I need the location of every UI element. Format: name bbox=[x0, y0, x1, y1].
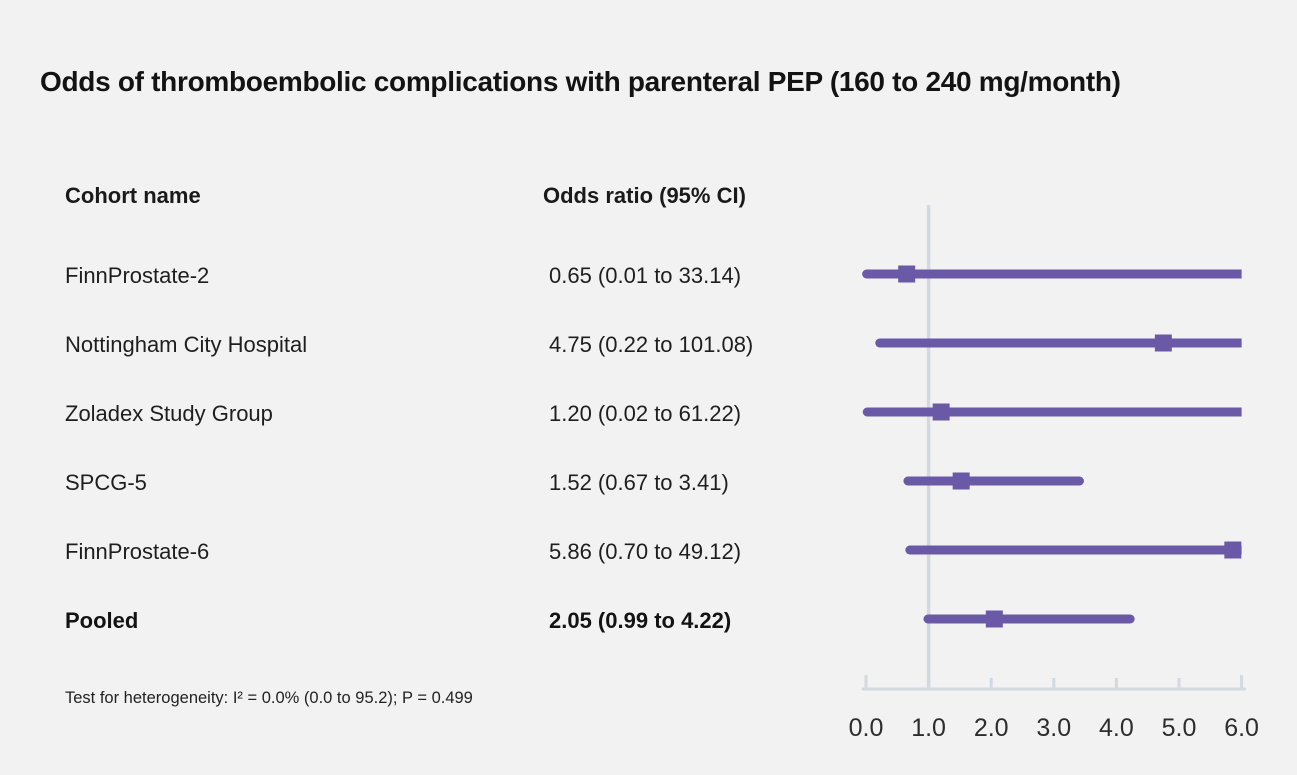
ci-cap-right bbox=[1125, 614, 1135, 624]
odds-ratio-value: 5.86 (0.70 to 49.12) bbox=[549, 539, 742, 564]
cohort-name: Zoladex Study Group bbox=[65, 401, 273, 426]
cohort-name: Pooled bbox=[65, 608, 139, 633]
x-axis-tick-label: 3.0 bbox=[1036, 714, 1071, 742]
cohort-name: FinnProstate-6 bbox=[65, 539, 210, 564]
chart-title: Odds of thromboembolic complications wit… bbox=[40, 66, 1121, 97]
ci-cap-right bbox=[1074, 476, 1084, 486]
ci-cap-left bbox=[903, 476, 913, 486]
ci-cap-left bbox=[905, 545, 915, 555]
column-header-odds-ratio: Odds ratio (95% CI) bbox=[543, 183, 746, 208]
column-header-cohort-name: Cohort name bbox=[65, 183, 201, 208]
pooled-estimate-marker bbox=[985, 610, 1003, 628]
point-estimate-marker bbox=[1224, 541, 1242, 559]
x-axis-tick-label: 1.0 bbox=[911, 714, 946, 742]
x-axis-tick-label: 5.0 bbox=[1162, 714, 1197, 742]
x-axis-tick-label: 6.0 bbox=[1224, 714, 1259, 742]
cohort-name: FinnProstate-2 bbox=[65, 263, 210, 288]
ci-cap-left bbox=[923, 614, 933, 624]
odds-ratio-value: 4.75 (0.22 to 101.08) bbox=[549, 332, 754, 357]
heterogeneity-footnote: Test for heterogeneity: I² = 0.0% (0.0 t… bbox=[65, 689, 473, 707]
point-estimate-marker bbox=[898, 265, 916, 283]
ci-cap-left bbox=[875, 338, 885, 348]
point-estimate-marker bbox=[932, 403, 950, 421]
odds-ratio-value: 1.52 (0.67 to 3.41) bbox=[549, 470, 729, 495]
odds-ratio-value: 2.05 (0.99 to 4.22) bbox=[549, 608, 732, 633]
odds-ratio-value: 0.65 (0.01 to 33.14) bbox=[549, 263, 742, 288]
cohort-name: Nottingham City Hospital bbox=[65, 332, 308, 357]
ci-cap-left bbox=[862, 407, 872, 417]
x-axis-tick-label: 2.0 bbox=[974, 714, 1009, 742]
cohort-name: SPCG-5 bbox=[65, 470, 147, 495]
odds-ratio-value: 1.20 (0.02 to 61.22) bbox=[549, 401, 742, 426]
point-estimate-marker bbox=[1154, 334, 1172, 352]
point-estimate-marker bbox=[952, 472, 970, 490]
x-axis-tick-label: 4.0 bbox=[1099, 714, 1134, 742]
x-axis-tick-label: 0.0 bbox=[849, 714, 884, 742]
ci-cap-left bbox=[862, 269, 872, 279]
